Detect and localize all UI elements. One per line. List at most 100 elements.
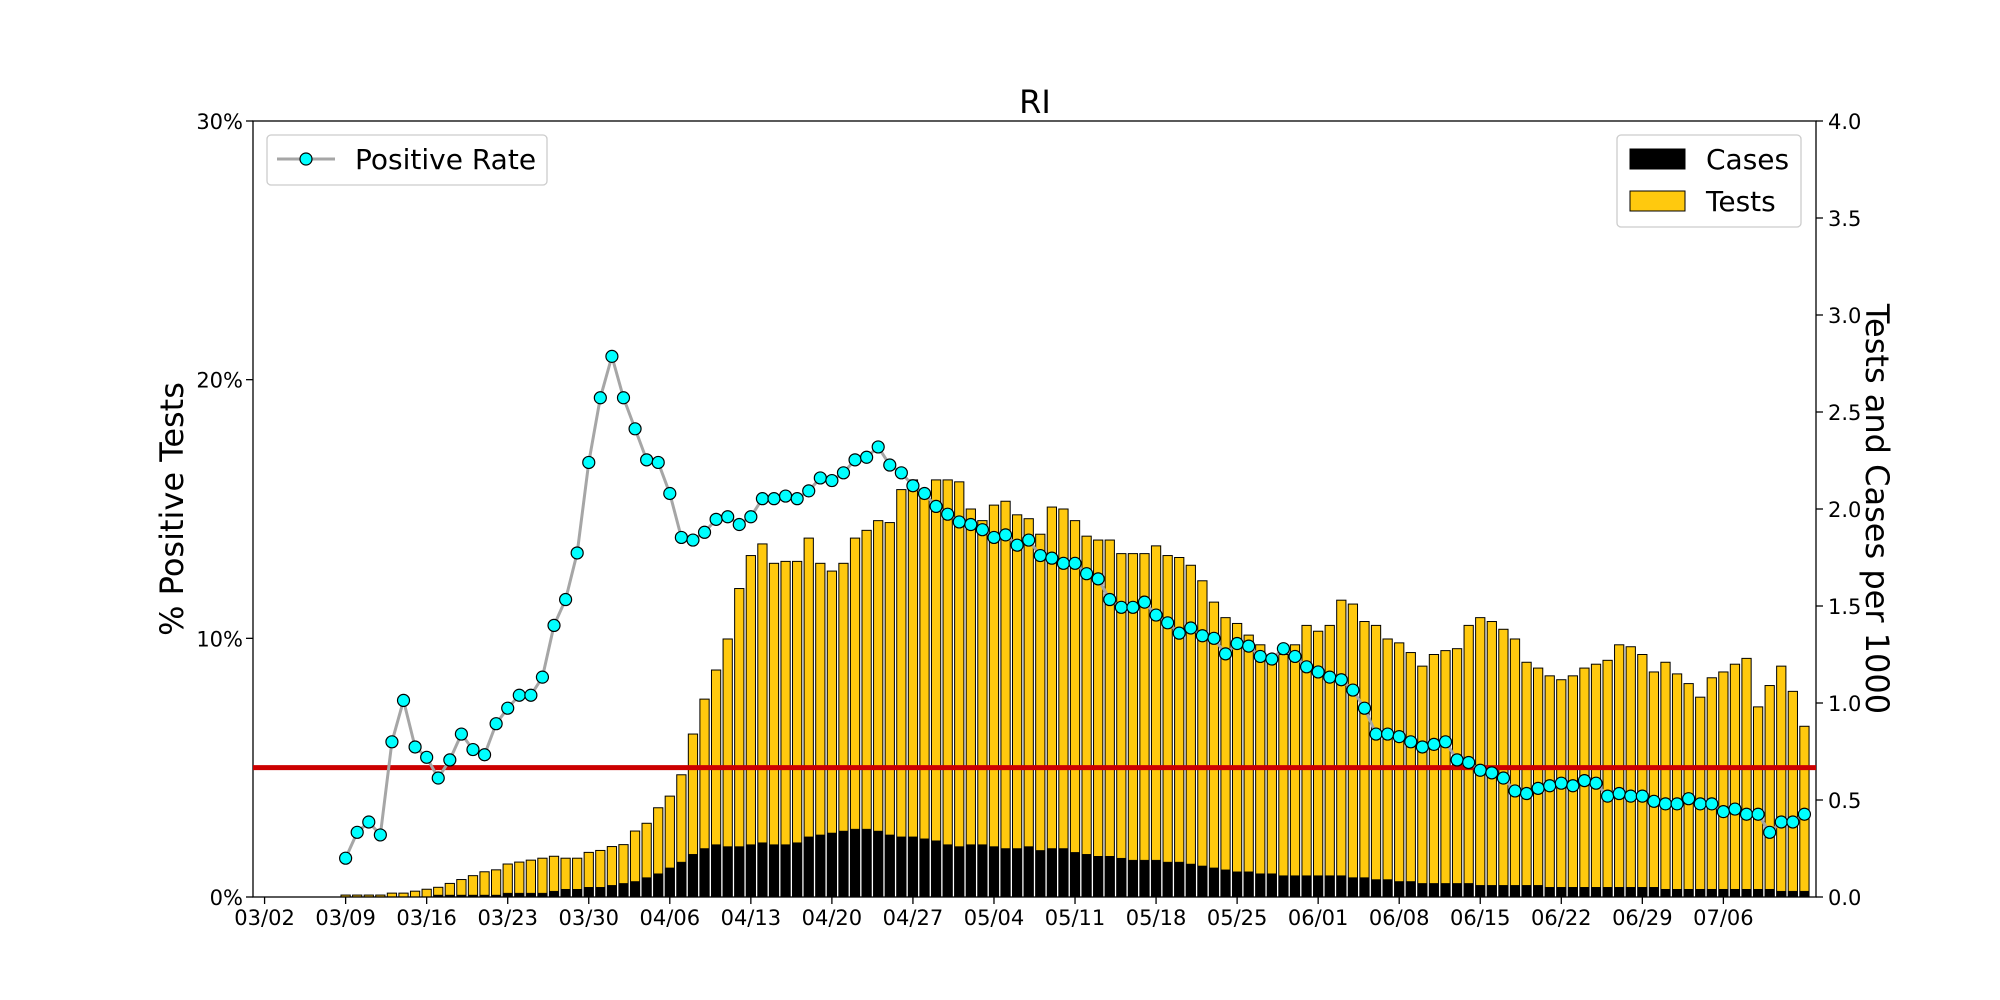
positive-rate-point xyxy=(732,517,746,532)
cases-bar xyxy=(1371,879,1381,898)
cases-bar xyxy=(850,828,860,898)
positive-rate-point xyxy=(443,753,457,767)
legend-cases-swatch xyxy=(1629,148,1686,170)
tests-bar xyxy=(1486,621,1497,898)
cases-bar xyxy=(676,861,687,898)
tests-bar xyxy=(537,857,548,898)
cases-bar xyxy=(827,832,837,898)
cases-bar xyxy=(1290,875,1300,898)
tests-bar xyxy=(1012,514,1023,898)
tests-bar xyxy=(1706,677,1717,898)
positive-rate-point xyxy=(1600,789,1615,803)
positive-rate-point xyxy=(894,466,908,480)
positive-rate-point xyxy=(1404,735,1418,749)
cases-bar xyxy=(1301,875,1312,898)
tests-bar xyxy=(1718,671,1729,898)
tests-bar xyxy=(1093,539,1104,898)
positive-rate-point xyxy=(1311,665,1325,679)
tests-bar xyxy=(548,855,560,898)
cases-bar xyxy=(653,873,664,898)
cases-bar xyxy=(1591,887,1601,898)
tests-bar xyxy=(1023,518,1034,898)
cases-bar xyxy=(1336,875,1347,898)
y-left-tick-label: 10% xyxy=(196,627,243,651)
positive-rate-point xyxy=(1357,701,1372,715)
tests-bar xyxy=(1614,644,1625,898)
tests-bar xyxy=(1370,624,1382,898)
positive-rate-point xyxy=(1415,740,1429,754)
positive-rate-point xyxy=(1797,807,1812,821)
cases-bar xyxy=(664,867,675,898)
cases-bar xyxy=(1452,883,1462,898)
cases-bar xyxy=(919,838,930,898)
positive-rate-point xyxy=(663,486,677,501)
positive-rate-point xyxy=(802,484,816,498)
tests-bar xyxy=(1197,580,1208,898)
cases-bar xyxy=(1521,885,1532,898)
positive-rate-point xyxy=(535,670,550,684)
x-tick-label: 04/27 xyxy=(883,906,944,930)
tests-bar xyxy=(1741,657,1752,898)
cases-bar xyxy=(607,885,617,898)
cases-bar xyxy=(954,846,965,898)
cases-bar xyxy=(583,887,594,898)
positive-rate-point xyxy=(813,471,827,485)
cases-bar xyxy=(989,846,999,898)
tests-bar xyxy=(988,504,1000,898)
cases-bar xyxy=(965,844,976,898)
positive-rate-point xyxy=(1786,815,1800,829)
tests-bar xyxy=(1521,661,1532,898)
y-right-tick-label: 1.5 xyxy=(1828,595,1861,619)
positive-rate-point xyxy=(1462,755,1476,770)
cases-bar xyxy=(1602,887,1613,898)
positive-rate-point xyxy=(582,455,596,470)
positive-rate-point xyxy=(593,391,607,405)
x-tick-label: 06/15 xyxy=(1450,906,1511,930)
cases-bar xyxy=(1463,883,1474,898)
positive-rate-point xyxy=(1045,551,1059,565)
cases-bar xyxy=(641,877,652,898)
cases-bar xyxy=(1104,856,1115,898)
positive-rate-point xyxy=(1137,595,1152,609)
cases-bar xyxy=(838,830,849,898)
cases-bar xyxy=(1278,875,1289,898)
x-tick-label: 05/04 xyxy=(964,906,1025,930)
positive-rate-point xyxy=(1612,786,1626,801)
tests-bar xyxy=(1000,500,1011,898)
cases-bar xyxy=(630,881,640,898)
chart-title: RI xyxy=(1019,83,1051,121)
tests-bar xyxy=(1475,617,1486,898)
cases-bar xyxy=(1417,883,1428,898)
y-right-tick-label: 3.5 xyxy=(1828,207,1861,231)
positive-rate-point xyxy=(1438,735,1453,749)
positive-rate-point xyxy=(628,422,642,436)
positive-rate-point xyxy=(1682,792,1696,806)
cases-bar xyxy=(1741,888,1752,898)
tests-bar xyxy=(942,479,953,898)
positive-rate-point xyxy=(466,742,480,757)
legend-cases-tests: Cases Tests xyxy=(1616,134,1802,228)
y-axis-left-label: % Positive Tests xyxy=(153,382,191,636)
y-right-tick-label: 1.0 xyxy=(1828,692,1861,716)
cases-bar xyxy=(1429,883,1439,898)
cases-bar xyxy=(1730,888,1740,898)
cases-bar xyxy=(1000,848,1011,898)
cases-bar xyxy=(688,854,698,898)
positive-rate-point xyxy=(570,546,584,560)
positive-rate-point xyxy=(489,717,503,731)
tests-bar xyxy=(1347,603,1359,898)
positive-rate-point xyxy=(339,851,353,865)
cases-bar xyxy=(549,890,559,898)
cases-bar xyxy=(792,842,803,898)
cases-bar xyxy=(1486,885,1497,898)
positive-rate-point xyxy=(1543,779,1557,793)
tests-bar xyxy=(409,890,421,898)
positive-rate-point xyxy=(477,748,492,762)
legend-cases-label: Cases xyxy=(1706,143,1789,176)
cases-bar xyxy=(595,887,606,898)
y-left-tick-label: 30% xyxy=(196,110,243,134)
positive-rate-point xyxy=(1485,766,1499,780)
positive-rate-point xyxy=(1716,805,1730,819)
positive-rate-point xyxy=(836,466,851,480)
